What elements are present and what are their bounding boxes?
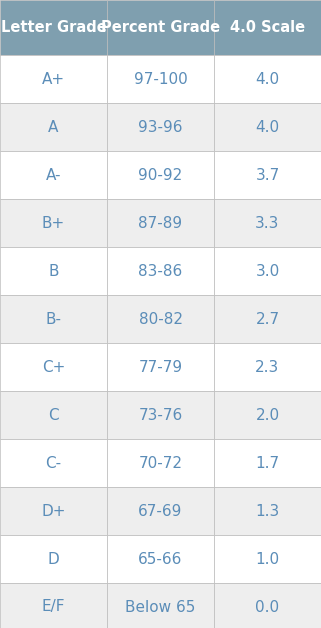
Bar (214, 343, 321, 391)
Bar (0, 391, 107, 439)
Text: C-: C- (46, 455, 62, 470)
Bar (107, 151, 214, 199)
Bar (0, 583, 107, 628)
Bar (0, 487, 107, 535)
Text: 1.7: 1.7 (256, 455, 280, 470)
Bar (214, 247, 321, 295)
Bar (0, 199, 107, 247)
Bar (107, 103, 214, 151)
Text: A-: A- (46, 168, 61, 183)
Bar (0, 151, 107, 199)
Bar (0, 535, 107, 583)
Text: 87-89: 87-89 (138, 215, 183, 230)
Bar (0, 103, 107, 151)
Bar (0, 55, 107, 103)
Text: E/F: E/F (42, 600, 65, 615)
Text: C+: C+ (42, 359, 65, 374)
Text: 4.0: 4.0 (256, 72, 280, 87)
Text: B+: B+ (42, 215, 65, 230)
Bar (214, 103, 321, 151)
Text: 65-66: 65-66 (138, 551, 183, 566)
Bar (107, 55, 214, 103)
Bar (214, 583, 321, 628)
Text: 73-76: 73-76 (138, 408, 183, 423)
Text: 2.7: 2.7 (256, 311, 280, 327)
Text: 90-92: 90-92 (138, 168, 183, 183)
Text: 4.0: 4.0 (256, 119, 280, 134)
Text: A: A (48, 119, 59, 134)
Bar (214, 391, 321, 439)
Bar (0, 343, 107, 391)
Text: B-: B- (46, 311, 62, 327)
Text: 67-69: 67-69 (138, 504, 183, 519)
Text: 2.3: 2.3 (256, 359, 280, 374)
Bar (107, 199, 214, 247)
Text: 3.3: 3.3 (255, 215, 280, 230)
Text: 2.0: 2.0 (256, 408, 280, 423)
Bar (0, 0, 107, 55)
Text: Below 65: Below 65 (125, 600, 196, 615)
Bar (107, 295, 214, 343)
Text: 83-86: 83-86 (138, 264, 183, 278)
Text: D+: D+ (41, 504, 66, 519)
Text: 97-100: 97-100 (134, 72, 187, 87)
Bar (214, 0, 321, 55)
Text: 4.0 Scale: 4.0 Scale (230, 20, 305, 35)
Bar (107, 0, 214, 55)
Text: 1.3: 1.3 (256, 504, 280, 519)
Text: 70-72: 70-72 (138, 455, 183, 470)
Bar (214, 439, 321, 487)
Text: 80-82: 80-82 (138, 311, 183, 327)
Bar (0, 295, 107, 343)
Text: 93-96: 93-96 (138, 119, 183, 134)
Bar (107, 535, 214, 583)
Text: Letter Grade: Letter Grade (1, 20, 106, 35)
Bar (0, 439, 107, 487)
Text: 0.0: 0.0 (256, 600, 280, 615)
Bar (107, 439, 214, 487)
Text: 3.7: 3.7 (256, 168, 280, 183)
Bar (107, 487, 214, 535)
Bar (214, 535, 321, 583)
Text: D: D (48, 551, 59, 566)
Bar (107, 583, 214, 628)
Bar (214, 151, 321, 199)
Text: 77-79: 77-79 (138, 359, 183, 374)
Text: B: B (48, 264, 59, 278)
Bar (214, 55, 321, 103)
Bar (0, 247, 107, 295)
Text: 1.0: 1.0 (256, 551, 280, 566)
Bar (107, 343, 214, 391)
Text: C: C (48, 408, 59, 423)
Bar (214, 295, 321, 343)
Text: Percent Grade: Percent Grade (101, 20, 220, 35)
Bar (214, 487, 321, 535)
Bar (107, 391, 214, 439)
Text: A+: A+ (42, 72, 65, 87)
Bar (107, 247, 214, 295)
Bar (214, 199, 321, 247)
Text: 3.0: 3.0 (256, 264, 280, 278)
